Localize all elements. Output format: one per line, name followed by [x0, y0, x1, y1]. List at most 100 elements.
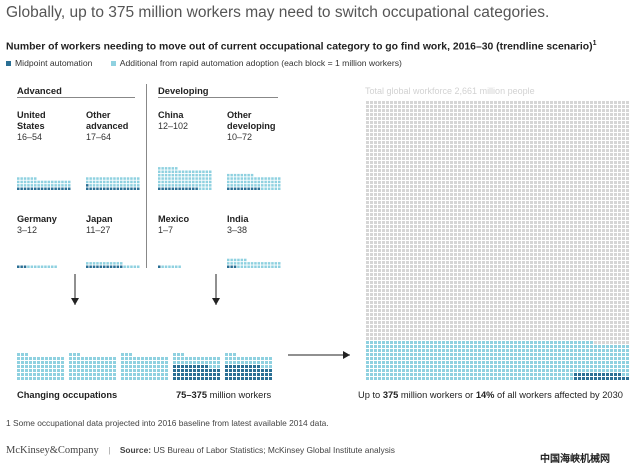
workforce-block — [462, 313, 465, 316]
workforce-block — [406, 217, 409, 220]
workforce-block — [522, 205, 525, 208]
workforce-block — [470, 149, 473, 152]
workforce-block — [482, 321, 485, 324]
changing-block-additional — [201, 357, 204, 360]
workforce-block-additional — [606, 349, 609, 352]
workforce-block — [562, 313, 565, 316]
workforce-block — [446, 225, 449, 228]
workforce-block-additional — [506, 345, 509, 348]
workforce-block-additional — [522, 353, 525, 356]
workforce-block — [578, 333, 581, 336]
workforce-block — [534, 281, 537, 284]
workforce-block — [458, 137, 461, 140]
workforce-block — [462, 157, 465, 160]
workforce-block — [590, 137, 593, 140]
waffle-united-states-block-additional — [54, 180, 57, 184]
workforce-block — [382, 265, 385, 268]
workforce-block — [414, 273, 417, 276]
workforce-block — [410, 257, 413, 260]
workforce-block-additional — [582, 357, 585, 360]
workforce-block — [534, 265, 537, 268]
workforce-block — [482, 213, 485, 216]
workforce-block — [450, 165, 453, 168]
workforce-block-additional — [610, 369, 613, 372]
workforce-block — [622, 133, 625, 136]
workforce-block — [390, 225, 393, 228]
workforce-block — [482, 309, 485, 312]
workforce-block — [366, 217, 369, 220]
workforce-block — [422, 161, 425, 164]
changing-block-additional — [21, 361, 24, 364]
workforce-block — [390, 305, 393, 308]
workforce-block — [394, 189, 397, 192]
workforce-block — [626, 125, 629, 128]
workforce-block — [466, 185, 469, 188]
workforce-block-additional — [462, 377, 465, 380]
changing-block-midpoint — [189, 377, 192, 380]
workforce-block — [402, 185, 405, 188]
workforce-block — [578, 173, 581, 176]
workforce-block — [514, 289, 517, 292]
workforce-block — [562, 261, 565, 264]
workforce-block — [382, 233, 385, 236]
changing-block-additional — [121, 353, 124, 356]
workforce-block — [410, 193, 413, 196]
workforce-block — [606, 133, 609, 136]
workforce-block — [546, 285, 549, 288]
workforce-block — [510, 237, 513, 240]
workforce-block — [594, 337, 597, 340]
workforce-block — [470, 141, 473, 144]
workforce-block — [386, 233, 389, 236]
workforce-block — [514, 173, 517, 176]
workforce-block — [386, 313, 389, 316]
workforce-block — [598, 141, 601, 144]
workforce-block — [446, 197, 449, 200]
workforce-block — [426, 133, 429, 136]
workforce-block — [602, 137, 605, 140]
workforce-block — [410, 177, 413, 180]
workforce-block — [410, 301, 413, 304]
workforce-block-additional — [538, 377, 541, 380]
workforce-block — [370, 121, 373, 124]
workforce-block — [402, 141, 405, 144]
workforce-block — [502, 149, 505, 152]
workforce-block — [458, 209, 461, 212]
workforce-block — [546, 129, 549, 132]
workforce-block — [410, 181, 413, 184]
workforce-block — [558, 289, 561, 292]
workforce-block — [450, 217, 453, 220]
workforce-block — [410, 173, 413, 176]
workforce-block — [614, 149, 617, 152]
workforce-block — [622, 161, 625, 164]
workforce-block — [554, 337, 557, 340]
workforce-block — [526, 221, 529, 224]
workforce-block — [530, 153, 533, 156]
workforce-block — [622, 177, 625, 180]
workforce-block — [626, 137, 629, 140]
workforce-block — [586, 213, 589, 216]
workforce-block — [450, 333, 453, 336]
workforce-block — [370, 281, 373, 284]
workforce-block — [498, 165, 501, 168]
workforce-block — [538, 301, 541, 304]
changing-block-additional — [97, 365, 100, 368]
workforce-block — [442, 145, 445, 148]
workforce-block — [582, 305, 585, 308]
workforce-block — [382, 165, 385, 168]
workforce-block — [414, 297, 417, 300]
workforce-block — [546, 205, 549, 208]
workforce-block — [470, 269, 473, 272]
workforce-block — [598, 241, 601, 244]
waffle-japan-block-midpoint — [103, 265, 106, 268]
workforce-block — [586, 209, 589, 212]
changing-block-additional — [157, 369, 160, 372]
workforce-block — [374, 137, 377, 140]
workforce-block — [606, 265, 609, 268]
waffle-other-developing-block-additional — [261, 180, 264, 184]
workforce-block — [514, 249, 517, 252]
workforce-block — [502, 281, 505, 284]
workforce-block — [422, 265, 425, 268]
workforce-block — [494, 269, 497, 272]
workforce-block — [410, 221, 413, 224]
workforce-block-additional — [406, 365, 409, 368]
